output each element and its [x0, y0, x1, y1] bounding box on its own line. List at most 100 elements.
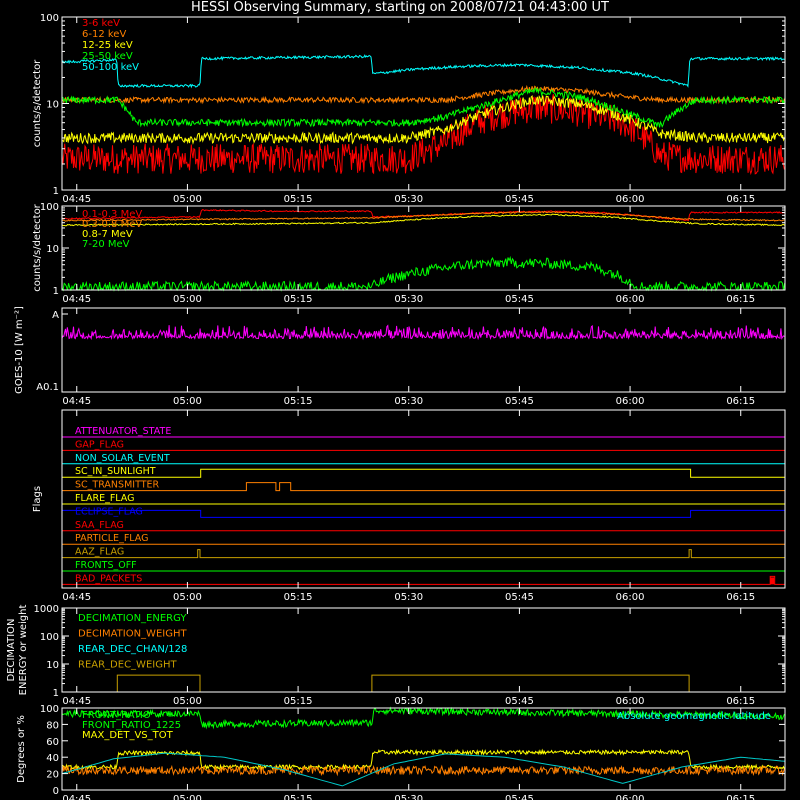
flag-label: PARTICLE_FLAG	[75, 533, 148, 544]
panel-frame	[61, 607, 786, 693]
y-axis-label: DECIMATION	[6, 618, 17, 681]
lightcurves-high-panel: 04:45 05:00 05:15 05:30 05:45 06:00 06:15 1 10 10…	[32, 202, 786, 305]
legend-entry: REAR_DEC_WEIGHT	[78, 660, 177, 671]
x-tick-label: 05:00	[173, 396, 202, 407]
legend-entry: MAX_DET_VS_TOT	[82, 730, 174, 741]
x-tick-label: 05:15	[284, 294, 313, 305]
flag-label: SC_IN_SUNLIGHT	[75, 466, 156, 477]
x-tick-label: 06:15	[726, 794, 755, 800]
x-tick-label: 06:15	[726, 592, 755, 603]
flag-label: SC_TRANSMITTER	[75, 480, 160, 491]
x-tick-label: 04:45	[62, 194, 91, 205]
legend-entry: DECIMATION_WEIGHT	[78, 629, 187, 640]
y-tick-label: 20	[46, 770, 59, 781]
series-line	[61, 706, 785, 730]
x-tick-label: 05:30	[394, 592, 423, 603]
decimation-panel: 04:45 05:00 05:15 05:30 05:45 06:00 06:15 1 10 10…	[6, 604, 786, 707]
x-tick-label: 05:30	[394, 194, 423, 205]
x-tick-label: 04:45	[62, 794, 91, 800]
x-tick-label: 04:45	[62, 696, 91, 707]
flags-panel: ATTENUATOR_STATE GAP_FLAG NON_SOLAR_EVENT S…	[32, 409, 786, 603]
x-tick-label: 05:45	[505, 294, 534, 305]
flag-line	[62, 549, 785, 559]
y-tick-label: 10	[46, 100, 59, 111]
x-tick-label: 06:15	[726, 194, 755, 205]
legend-entry: DECIMATION_ENERGY	[78, 613, 187, 624]
series-line	[61, 94, 785, 176]
x-tick-label: 05:00	[173, 794, 202, 800]
x-tick-label: 06:00	[616, 396, 645, 407]
legend-entry: 0.3-0.8 MeV	[82, 219, 142, 230]
y-tick-label: 40	[46, 753, 59, 764]
x-tick-label: 06:00	[616, 194, 645, 205]
x-tick-label: 05:15	[284, 396, 313, 407]
flag-label: FRONTS_OFF	[75, 560, 137, 571]
y-tick-label: A0.1	[36, 382, 59, 393]
x-tick-label: 06:00	[616, 294, 645, 305]
legend-entry: 25-50 keV	[82, 51, 133, 62]
x-tick-label: 05:15	[284, 194, 313, 205]
series-line	[61, 748, 785, 771]
x-tick-label: 05:45	[505, 696, 534, 707]
flag-label: GAP_FLAG	[75, 439, 124, 450]
flag-line	[62, 509, 785, 518]
legend-entry: 0.8-7 MeV	[82, 229, 133, 240]
y-tick-label: 100	[40, 632, 59, 643]
flag-label: SAA_FLAG	[75, 520, 124, 531]
x-tick-label: 06:00	[616, 794, 645, 800]
x-tick-label: 05:30	[394, 396, 423, 407]
series-line	[61, 94, 785, 145]
y-tick-label: 100	[40, 13, 59, 24]
page-title: HESSI Observing Summary, starting on 200…	[191, 0, 609, 15]
x-tick-label: 05:15	[284, 696, 313, 707]
series-line	[61, 764, 785, 777]
legend-entry: REAR_DEC_CHAN/128	[78, 644, 187, 655]
y-axis-label: counts/s/detector	[32, 203, 43, 291]
y-tick-label: 10	[46, 660, 59, 671]
x-tick-label: 05:15	[284, 794, 313, 800]
y-tick-label: 1	[53, 186, 59, 197]
y-tick-label: 1	[53, 688, 59, 699]
x-tick-label: 05:00	[173, 194, 202, 205]
x-tick-label: 06:15	[726, 696, 755, 707]
x-tick-label: 04:45	[62, 592, 91, 603]
y-axis-label: ENERGY or weight	[18, 605, 29, 696]
x-tick-label: 05:45	[505, 194, 534, 205]
legend-entry: 50-100 keV	[82, 62, 139, 73]
legend-entry: 0.1-0.3 MeV	[82, 209, 142, 220]
flag-label: ECLIPSE_FLAG	[75, 506, 143, 517]
legend-entry: 3-6 keV	[82, 18, 120, 29]
legend-entry: 6-12 keV	[82, 29, 126, 40]
legend-entry: 12-25 keV	[82, 40, 133, 51]
y-axis-label: counts/s/detector	[32, 59, 43, 147]
flag-label: FLARE_FLAG	[75, 493, 135, 504]
goes-panel: 04:45 05:00 05:15 05:30 05:45 06:00 06:15 A A0.1…	[14, 306, 786, 407]
y-tick-label: 1	[53, 286, 59, 297]
flag-label: AAZ_FLAG	[75, 547, 124, 558]
x-tick-label: 05:45	[505, 592, 534, 603]
x-tick-label: 05:30	[394, 294, 423, 305]
y-tick-label: 0	[53, 786, 59, 797]
x-tick-label: 06:00	[616, 592, 645, 603]
y-axis-label: Degrees or %	[16, 715, 27, 783]
x-tick-label: 05:00	[173, 294, 202, 305]
series-line	[61, 752, 786, 787]
y-axis-label: Flags	[32, 486, 43, 512]
panel-frame	[61, 409, 786, 589]
x-tick-label: 05:30	[394, 696, 423, 707]
flag-line	[62, 482, 785, 492]
x-tick-label: 05:45	[505, 794, 534, 800]
series-line	[61, 86, 785, 128]
bad-packets-mark	[770, 577, 775, 585]
x-tick-label: 06:15	[726, 396, 755, 407]
flag-label: BAD_PACKETS	[75, 573, 142, 584]
series-line	[61, 210, 785, 222]
x-tick-label: 04:45	[62, 396, 91, 407]
x-tick-label: 06:00	[616, 696, 645, 707]
flag-line	[62, 468, 785, 478]
x-tick-label: 05:45	[505, 396, 534, 407]
flag-label: ATTENUATOR_STATE	[75, 426, 171, 437]
lightcurves-low-panel: 04:45 05:00 05:15 05:30 05:45 06:00 06:15 1 10 10…	[32, 13, 786, 205]
y-tick-label: 80	[46, 720, 59, 731]
